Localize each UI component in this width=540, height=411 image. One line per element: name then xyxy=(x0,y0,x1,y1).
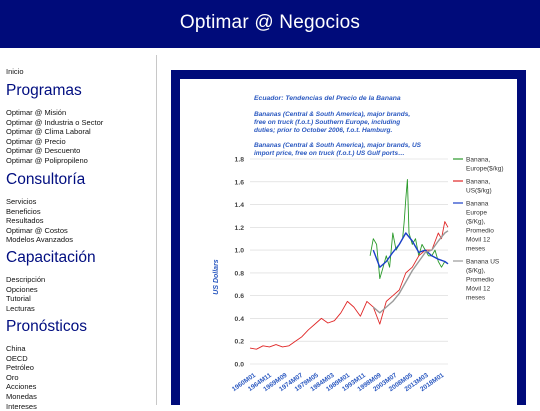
site-header: Optimar @ Negocios xyxy=(0,0,540,48)
chart-title: Ecuador: Tendencias del Precio de la Ban… xyxy=(254,95,401,102)
nav-link[interactable]: Resultados xyxy=(6,216,44,226)
y-axis-label: US Dollars xyxy=(213,259,220,295)
series-line xyxy=(372,230,449,314)
nav-link[interactable]: Beneficios xyxy=(6,206,41,216)
chart-series xyxy=(249,179,449,350)
programas-list: Optimar @ Misión Optimar @ Industria o S… xyxy=(6,108,103,166)
nav-link[interactable]: Petróleo xyxy=(6,363,34,373)
nav-link[interactable]: Opciones xyxy=(6,284,38,294)
nav-link[interactable]: Optimar @ Costos xyxy=(6,225,68,235)
chart-annotation-us: Bananas (Central & South America), major… xyxy=(254,142,423,157)
legend-label: Banana, Europe($/kg) xyxy=(466,157,504,173)
series-line xyxy=(369,179,449,280)
capacitacion-list: Descripción Opciones Tutorial Lecturas xyxy=(6,275,45,313)
y-tick-label: 0.6 xyxy=(235,293,245,300)
chart-legend: Banana, Europe($/kg) Banana, US($/kg) Banana… xyxy=(453,157,504,302)
y-tick-label: 1.0 xyxy=(235,248,245,255)
nav-link[interactable]: Monedas xyxy=(6,391,37,401)
y-tick-label: 0.0 xyxy=(235,362,245,369)
nav-link[interactable]: Optimar @ Misión xyxy=(6,108,67,117)
consultoria-list: Servicios Beneficios Resultados Optimar … xyxy=(6,197,73,245)
site-title[interactable]: Optimar @ Negocios xyxy=(179,12,361,33)
x-axis-ticks: 1960M011964M111969M091974M071979M051984M… xyxy=(231,372,446,394)
section-title-pronosticos[interactable]: Pronósticos xyxy=(6,318,87,335)
nav-link[interactable]: Modelos Avanzados xyxy=(6,235,73,245)
y-tick-label: 0.4 xyxy=(235,316,245,323)
nav-link[interactable]: Lecturas xyxy=(6,303,35,313)
pronosticos-list: China OECD Petróleo Oro Acciones Monedas… xyxy=(6,344,37,411)
nav-home-link[interactable]: Inicio xyxy=(6,67,24,76)
y-tick-label: 1.2 xyxy=(235,225,245,232)
legend-label: Banana, US($/kg) xyxy=(466,179,492,195)
legend-label: Banana US ($/Kg), Promedio Móvil 12 meses xyxy=(466,259,500,302)
nav-link[interactable]: Tutorial xyxy=(6,294,31,304)
sidebar: Inicio Programas Optimar @ Misión Optima… xyxy=(0,55,157,411)
nav-link[interactable]: Optimar @ Industria o Sector xyxy=(6,117,104,127)
y-axis-ticks: 0.0 0.2 0.4 0.6 0.8 1.0 1.2 1.4 1.6 1.8 xyxy=(235,157,245,369)
chart-panel: Ecuador: Tendencias del Precio de la Ban… xyxy=(180,79,517,405)
y-tick-label: 1.6 xyxy=(235,179,245,186)
nav-link[interactable]: Descripción xyxy=(6,275,46,284)
nav-link[interactable]: Optimar @ Precio xyxy=(6,136,66,146)
legend-label: Banana Europe ($/Kg), Promedio Móvil 12 meses xyxy=(466,201,494,253)
nav-link[interactable]: Optimar @ Polipropileno xyxy=(6,155,88,165)
y-tick-label: 1.8 xyxy=(235,157,245,164)
section-title-consultoria[interactable]: Consultoría xyxy=(6,171,86,188)
nav-link[interactable]: China xyxy=(6,344,26,353)
nav-link[interactable]: Oro xyxy=(6,372,19,382)
series-line xyxy=(372,232,449,268)
chart-grid xyxy=(250,158,448,365)
section-title-programas[interactable]: Programas xyxy=(6,82,82,99)
nav-link[interactable]: OECD xyxy=(6,353,28,363)
series-line xyxy=(249,221,449,350)
nav-link[interactable]: Servicios xyxy=(6,197,37,206)
nav-link[interactable]: Optimar @ Clima Laboral xyxy=(6,127,91,137)
section-title-capacitacion[interactable]: Capacitación xyxy=(6,249,96,266)
banana-price-chart: Ecuador: Tendencias del Precio de la Ban… xyxy=(213,95,504,394)
nav-link[interactable]: Intereses xyxy=(6,401,37,411)
nav-link[interactable]: Optimar @ Descuento xyxy=(6,146,81,156)
y-tick-label: 0.8 xyxy=(235,270,245,277)
y-tick-label: 1.4 xyxy=(235,202,245,209)
nav-link[interactable]: Acciones xyxy=(6,382,37,392)
chart-annotation-europe: Bananas (Central & South America), major… xyxy=(254,111,412,134)
y-tick-label: 0.2 xyxy=(235,339,245,346)
